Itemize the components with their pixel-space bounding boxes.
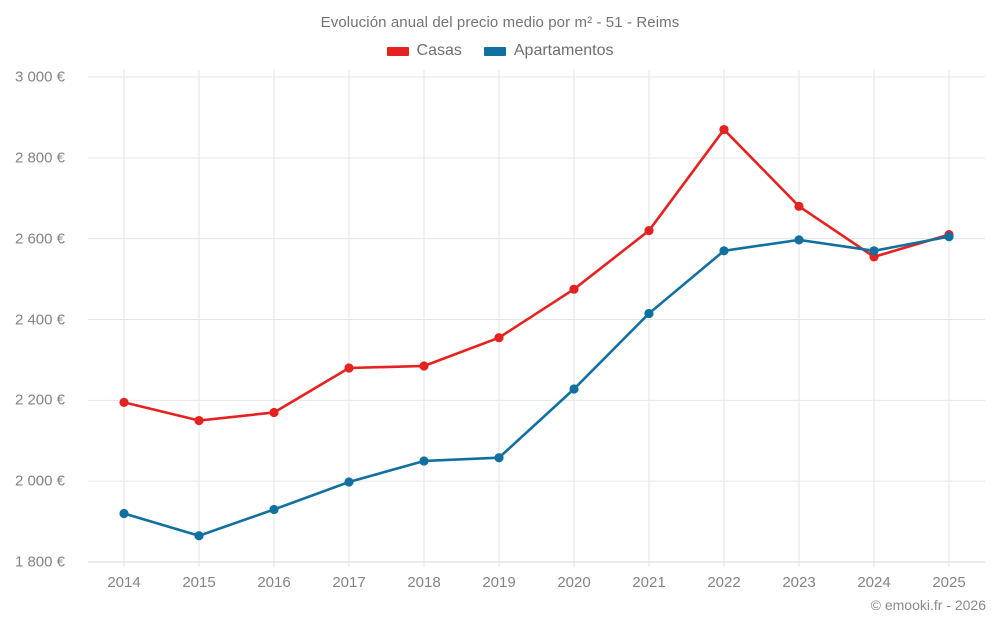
legend-label-casas: Casas	[416, 42, 462, 59]
plot-svg	[88, 70, 985, 567]
x-axis-tick-label: 2024	[857, 574, 891, 591]
legend-label-apartamentos: Apartamentos	[513, 42, 614, 59]
legend-swatch-casas	[386, 46, 409, 56]
data-point[interactable]	[419, 361, 429, 371]
plot-area: 1 800 € 2 000 € 2 200 € 2 400 € 2 600 € 2 800…	[15, 69, 985, 591]
data-point[interactable]	[269, 407, 279, 418]
data-point[interactable]	[719, 246, 729, 256]
x-axis-tick-label: 2015	[182, 574, 216, 591]
x-axis-tick-label: 2023	[782, 574, 816, 591]
y-axis-tick-label: 2 400 €	[14, 311, 65, 328]
x-axis-tick-label: 2025	[932, 574, 966, 591]
data-point[interactable]	[194, 531, 204, 541]
data-point[interactable]	[119, 508, 129, 519]
x-axis-tick-label: 2017	[332, 574, 366, 591]
footer-credit: © emooki.fr - 2026	[870, 597, 986, 613]
x-axis-tick-label: 2021	[632, 574, 666, 591]
data-point[interactable]	[494, 453, 504, 463]
x-axis-tick-label: 2018	[407, 574, 441, 591]
data-point[interactable]	[344, 477, 354, 487]
data-point[interactable]	[569, 384, 579, 394]
chart-title: Evolución anual del precio medio por m² …	[320, 14, 680, 31]
data-point[interactable]	[419, 456, 429, 466]
legend-item-apartamentos[interactable]: Apartamentos	[483, 42, 614, 60]
legend-item-casas[interactable]: Casas	[386, 42, 462, 60]
data-point[interactable]	[119, 397, 129, 407]
data-point[interactable]	[494, 333, 504, 343]
y-axis-tick-label: 2 000 €	[14, 472, 65, 490]
series-line-apartamentos	[122, 235, 951, 538]
x-axis-tick-label: 2014	[107, 574, 141, 591]
data-point[interactable]	[944, 232, 954, 242]
data-point[interactable]	[719, 124, 729, 135]
data-point[interactable]	[344, 363, 354, 373]
legend-swatch-apartamentos	[483, 46, 506, 56]
y-axis-tick-label: 2 600 €	[14, 230, 65, 248]
x-axis-tick-label: 2019	[482, 574, 516, 591]
y-axis-tick-label: 2 800 €	[14, 149, 65, 167]
data-point[interactable]	[869, 246, 879, 256]
chart-legend: Casas Apartamentos	[0, 42, 1000, 60]
x-axis-tick-label: 2022	[707, 574, 741, 591]
y-axis-tick-label: 1 800 €	[14, 553, 65, 571]
x-axis-tick-label: 2020	[557, 574, 591, 591]
y-axis-tick-label: 3 000 €	[14, 68, 65, 86]
data-point[interactable]	[569, 284, 579, 294]
series-line-casas	[122, 128, 951, 422]
data-point[interactable]	[644, 225, 654, 236]
y-axis-tick-label: 2 200 €	[14, 391, 65, 409]
data-point[interactable]	[794, 201, 804, 211]
x-axis-tick-label: 2016	[257, 574, 291, 591]
data-point[interactable]	[269, 504, 279, 515]
data-point[interactable]	[644, 308, 654, 319]
data-point[interactable]	[194, 415, 204, 426]
data-point[interactable]	[794, 235, 804, 245]
